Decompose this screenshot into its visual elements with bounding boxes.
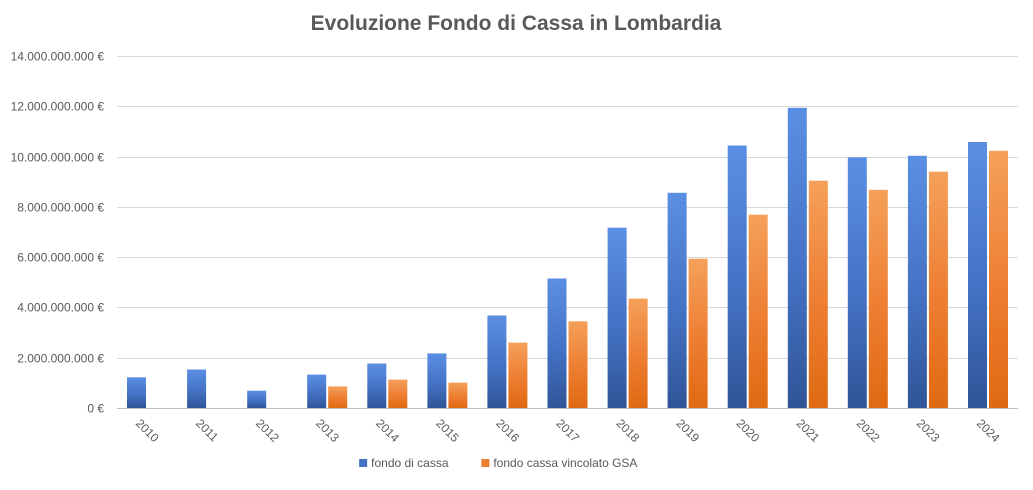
bar-fondo-di-cassa-2011: [187, 369, 207, 408]
bar-fondo-cassa-vincolato-gsa-2023: [928, 171, 948, 408]
y-axis-tick-labels: 0 € 2.000.000.000 € 4.000.000.000 € 6.000.0…: [11, 50, 105, 416]
bar-fondo-di-cassa-2012: [247, 390, 267, 408]
bar-fondo-cassa-vincolato-gsa-2014: [388, 379, 408, 408]
x-tick-label: 2017: [553, 416, 582, 445]
bar-fondo-di-cassa-2018: [607, 227, 627, 408]
bar-fondo-di-cassa-2024: [968, 142, 987, 408]
bar-fondo-di-cassa-2020: [727, 145, 747, 408]
bar-fondo-cassa-vincolato-gsa-2019: [688, 258, 708, 408]
legend-label-fondo-cassa-vincolato-gsa: fondo cassa vincolato GSA: [493, 456, 637, 470]
bars: [127, 107, 1008, 409]
x-tick-label: 2014: [373, 416, 402, 445]
x-tick-label: 2019: [674, 416, 703, 445]
bar-fondo-di-cassa-2023: [907, 155, 927, 408]
y-tick-label: 6.000.000.000 €: [17, 251, 104, 265]
y-tick-label: 12.000.000.000 €: [11, 100, 105, 114]
legend: fondo di cassa fondo cassa vincolato GSA: [359, 456, 637, 470]
bar-fondo-di-cassa-2016: [487, 315, 507, 408]
y-tick-label: 8.000.000.000 €: [17, 201, 104, 215]
x-tick-label: 2011: [193, 416, 221, 444]
bar-fondo-di-cassa-2021: [787, 107, 807, 409]
y-tick-label: 0 €: [87, 402, 104, 416]
bar-fondo-cassa-vincolato-gsa-2021: [808, 180, 828, 408]
bar-fondo-cassa-vincolato-gsa-2017: [568, 321, 588, 408]
x-tick-label: 2015: [433, 416, 462, 445]
legend-label-fondo-di-cassa: fondo di cassa: [371, 456, 449, 470]
x-tick-label: 2010: [133, 416, 162, 445]
x-tick-label: 2018: [613, 416, 642, 445]
x-tick-label: 2024: [974, 416, 1003, 445]
chart-title: Evoluzione Fondo di Cassa in Lombardia: [311, 12, 722, 35]
bar-fondo-di-cassa-2017: [547, 278, 567, 408]
bar-fondo-di-cassa-2019: [667, 192, 687, 408]
bar-fondo-cassa-vincolato-gsa-2022: [868, 189, 888, 408]
y-tick-label: 4.000.000.000 €: [17, 301, 104, 315]
legend-swatch-fondo-cassa-vincolato-gsa: [481, 459, 490, 467]
y-tick-label: 10.000.000.000 €: [11, 151, 105, 165]
x-tick-label: 2020: [734, 416, 763, 445]
x-tick-label: 2021: [794, 416, 823, 445]
bar-fondo-di-cassa-2015: [427, 353, 447, 408]
x-tick-label: 2022: [854, 416, 883, 445]
bar-fondo-di-cassa-2013: [307, 374, 327, 408]
bar-fondo-cassa-vincolato-gsa-2020: [748, 214, 768, 408]
y-tick-label: 14.000.000.000 €: [11, 50, 105, 64]
x-tick-label: 2013: [313, 416, 342, 445]
x-tick-label: 2023: [914, 416, 943, 445]
x-tick-label: 2012: [253, 416, 282, 445]
bar-fondo-cassa-vincolato-gsa-2016: [508, 342, 528, 408]
bar-fondo-cassa-vincolato-gsa-2024: [989, 150, 1008, 409]
legend-swatch-fondo-di-cassa: [359, 459, 368, 467]
bar-fondo-cassa-vincolato-gsa-2013: [328, 386, 348, 408]
bar-fondo-di-cassa-2010: [127, 377, 146, 408]
bar-fondo-cassa-vincolato-gsa-2018: [628, 298, 648, 408]
x-axis-tick-labels: 2010 2011 2012 2013 2014 2015 2016 2017 2018 2019…: [133, 416, 1003, 445]
y-tick-label: 2.000.000.000 €: [17, 352, 104, 366]
gridlines: [117, 56, 1018, 359]
bar-fondo-di-cassa-2014: [367, 363, 387, 408]
bar-fondo-cassa-vincolato-gsa-2015: [448, 382, 468, 408]
x-tick-label: 2016: [493, 416, 522, 445]
bar-fondo-di-cassa-2022: [847, 157, 867, 408]
